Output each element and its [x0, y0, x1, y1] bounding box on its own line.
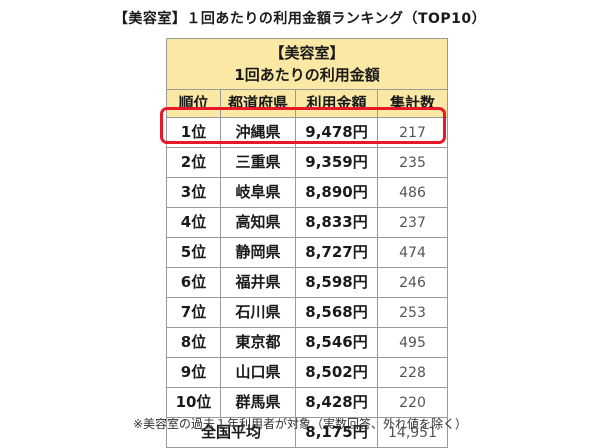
table-title-line2: 1回あたりの利用金額 [234, 66, 380, 84]
table-title: 【美容室】 1回あたりの利用金額 [166, 38, 448, 90]
footnote: ※美容室の過去１年利用者が対象（実数回答、外れ値を除く） [132, 417, 468, 431]
count-cell: 237 [377, 207, 448, 238]
rank-cell: 4位 [166, 207, 221, 238]
rank-cell: 5位 [166, 237, 221, 268]
prefecture-cell: 高知県 [220, 207, 296, 238]
rank-cell: 3位 [166, 177, 221, 208]
prefecture-cell: 群馬県 [220, 387, 296, 418]
count-cell: 228 [377, 357, 448, 388]
rank-cell: 8位 [166, 327, 221, 358]
rank-cell: 7位 [166, 297, 221, 328]
column-header-amount: 利用金額 [295, 89, 378, 118]
prefecture-cell: 沖縄県 [220, 117, 296, 148]
amount-cell: 8,428円 [295, 387, 378, 418]
table-row: 5位 静岡県 8,727円 474 [166, 237, 448, 268]
column-header-rank: 順位 [166, 89, 221, 118]
ranking-table: 【美容室】 1回あたりの利用金額 順位 都道府県 利用金額 集計数 1位 沖縄県… [166, 38, 448, 448]
amount-cell: 8,727円 [295, 237, 378, 268]
prefecture-cell: 東京都 [220, 327, 296, 358]
table-row: 2位 三重県 9,359円 235 [166, 147, 448, 178]
amount-cell: 8,598円 [295, 267, 378, 298]
count-cell: 495 [377, 327, 448, 358]
amount-cell: 8,546円 [295, 327, 378, 358]
count-cell: 486 [377, 177, 448, 208]
count-cell: 217 [377, 117, 448, 148]
prefecture-cell: 岐阜県 [220, 177, 296, 208]
table-row: 7位 石川県 8,568円 253 [166, 297, 448, 328]
rank-cell: 1位 [166, 117, 221, 148]
table-title-row: 【美容室】 1回あたりの利用金額 [166, 38, 448, 90]
count-cell: 253 [377, 297, 448, 328]
table-row: 4位 高知県 8,833円 237 [166, 207, 448, 238]
table-header-row: 順位 都道府県 利用金額 集計数 [166, 89, 448, 118]
table-row: 10位 群馬県 8,428円 220 [166, 387, 448, 418]
page-heading: 【美容室】１回あたりの利用金額ランキング（TOP10） [113, 11, 487, 27]
amount-cell: 9,478円 [295, 117, 378, 148]
count-cell: 246 [377, 267, 448, 298]
rank-cell: 2位 [166, 147, 221, 178]
amount-cell: 9,359円 [295, 147, 378, 178]
table-row: 6位 福井県 8,598円 246 [166, 267, 448, 298]
table-row: 8位 東京都 8,546円 495 [166, 327, 448, 358]
rank-cell: 6位 [166, 267, 221, 298]
amount-cell: 8,890円 [295, 177, 378, 208]
rank-cell: 9位 [166, 357, 221, 388]
column-header-prefecture: 都道府県 [220, 89, 296, 118]
table-row: 1位 沖縄県 9,478円 217 [166, 117, 448, 148]
prefecture-cell: 三重県 [220, 147, 296, 178]
count-cell: 220 [377, 387, 448, 418]
column-header-count: 集計数 [377, 89, 448, 118]
rank-cell: 10位 [166, 387, 221, 418]
amount-cell: 8,502円 [295, 357, 378, 388]
amount-cell: 8,568円 [295, 297, 378, 328]
prefecture-cell: 石川県 [220, 297, 296, 328]
table-row: 3位 岐阜県 8,890円 486 [166, 177, 448, 208]
table-title-line1: 【美容室】 [269, 44, 345, 62]
amount-cell: 8,833円 [295, 207, 378, 238]
count-cell: 235 [377, 147, 448, 178]
prefecture-cell: 福井県 [220, 267, 296, 298]
table-row: 9位 山口県 8,502円 228 [166, 357, 448, 388]
prefecture-cell: 静岡県 [220, 237, 296, 268]
prefecture-cell: 山口県 [220, 357, 296, 388]
count-cell: 474 [377, 237, 448, 268]
